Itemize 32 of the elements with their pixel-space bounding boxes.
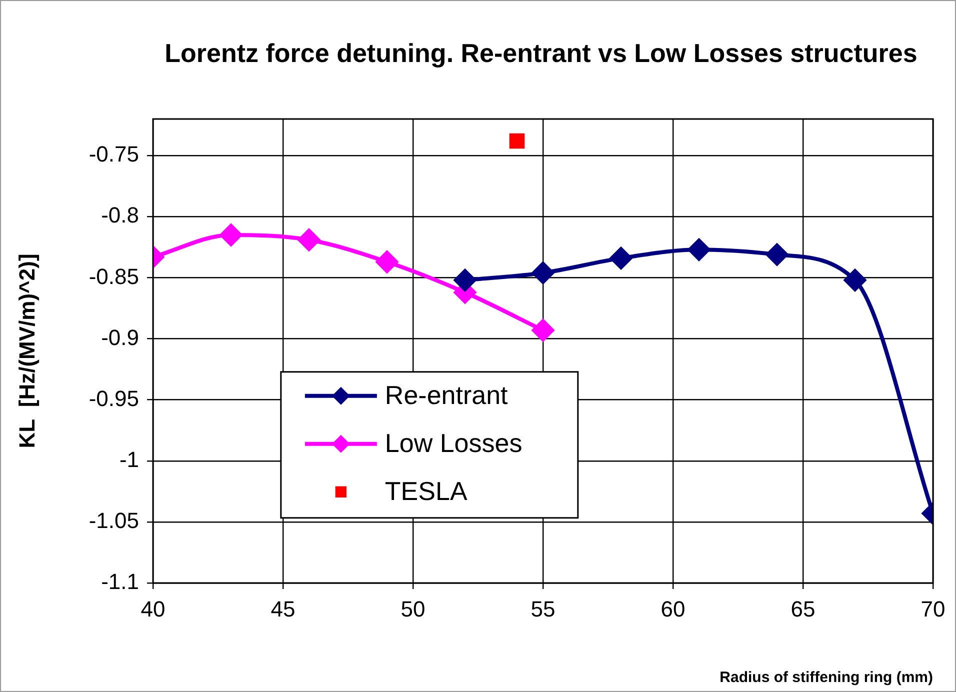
legend-label: Re-entrant	[384, 380, 509, 410]
y-tick-label: -0.75	[88, 142, 139, 167]
legend-label: Low Losses	[384, 428, 522, 458]
x-tick-label: 45	[270, 596, 296, 622]
x-tick-label: 40	[140, 596, 166, 622]
point	[844, 269, 866, 292]
y-tick-label: -1.1	[101, 569, 139, 594]
y-tick-label: -1.05	[88, 508, 139, 534]
x-tick-label: 50	[400, 596, 426, 622]
legend-label: TESLA	[384, 476, 468, 506]
x-tick-label: 55	[530, 596, 556, 622]
point	[509, 133, 525, 149]
point	[376, 250, 398, 273]
point	[688, 238, 710, 261]
point	[454, 269, 476, 292]
point	[532, 319, 554, 342]
y-tick-label: -0.9	[101, 324, 139, 350]
y-tick-label: -0.85	[88, 264, 139, 289]
y-tick-label: -0.8	[101, 202, 139, 228]
point	[532, 262, 554, 284]
x-axis-title: Radius of stiffening ring (mm)	[720, 669, 933, 686]
y-tick-label: -1	[119, 446, 139, 472]
x-tick-label: 65	[790, 596, 816, 622]
point	[298, 228, 320, 251]
point	[766, 244, 788, 266]
chart-title: Lorentz force detuning. Re-entrant vs Low Losses structures	[164, 37, 918, 70]
y-tick-label: -0.95	[88, 386, 139, 411]
y-axis-title: KL [Hz/(MV/m)^2)]	[14, 254, 40, 448]
point	[220, 224, 242, 246]
x-tick-label: 60	[660, 596, 686, 622]
point	[610, 247, 632, 270]
x-tick-label: 70	[920, 596, 946, 622]
